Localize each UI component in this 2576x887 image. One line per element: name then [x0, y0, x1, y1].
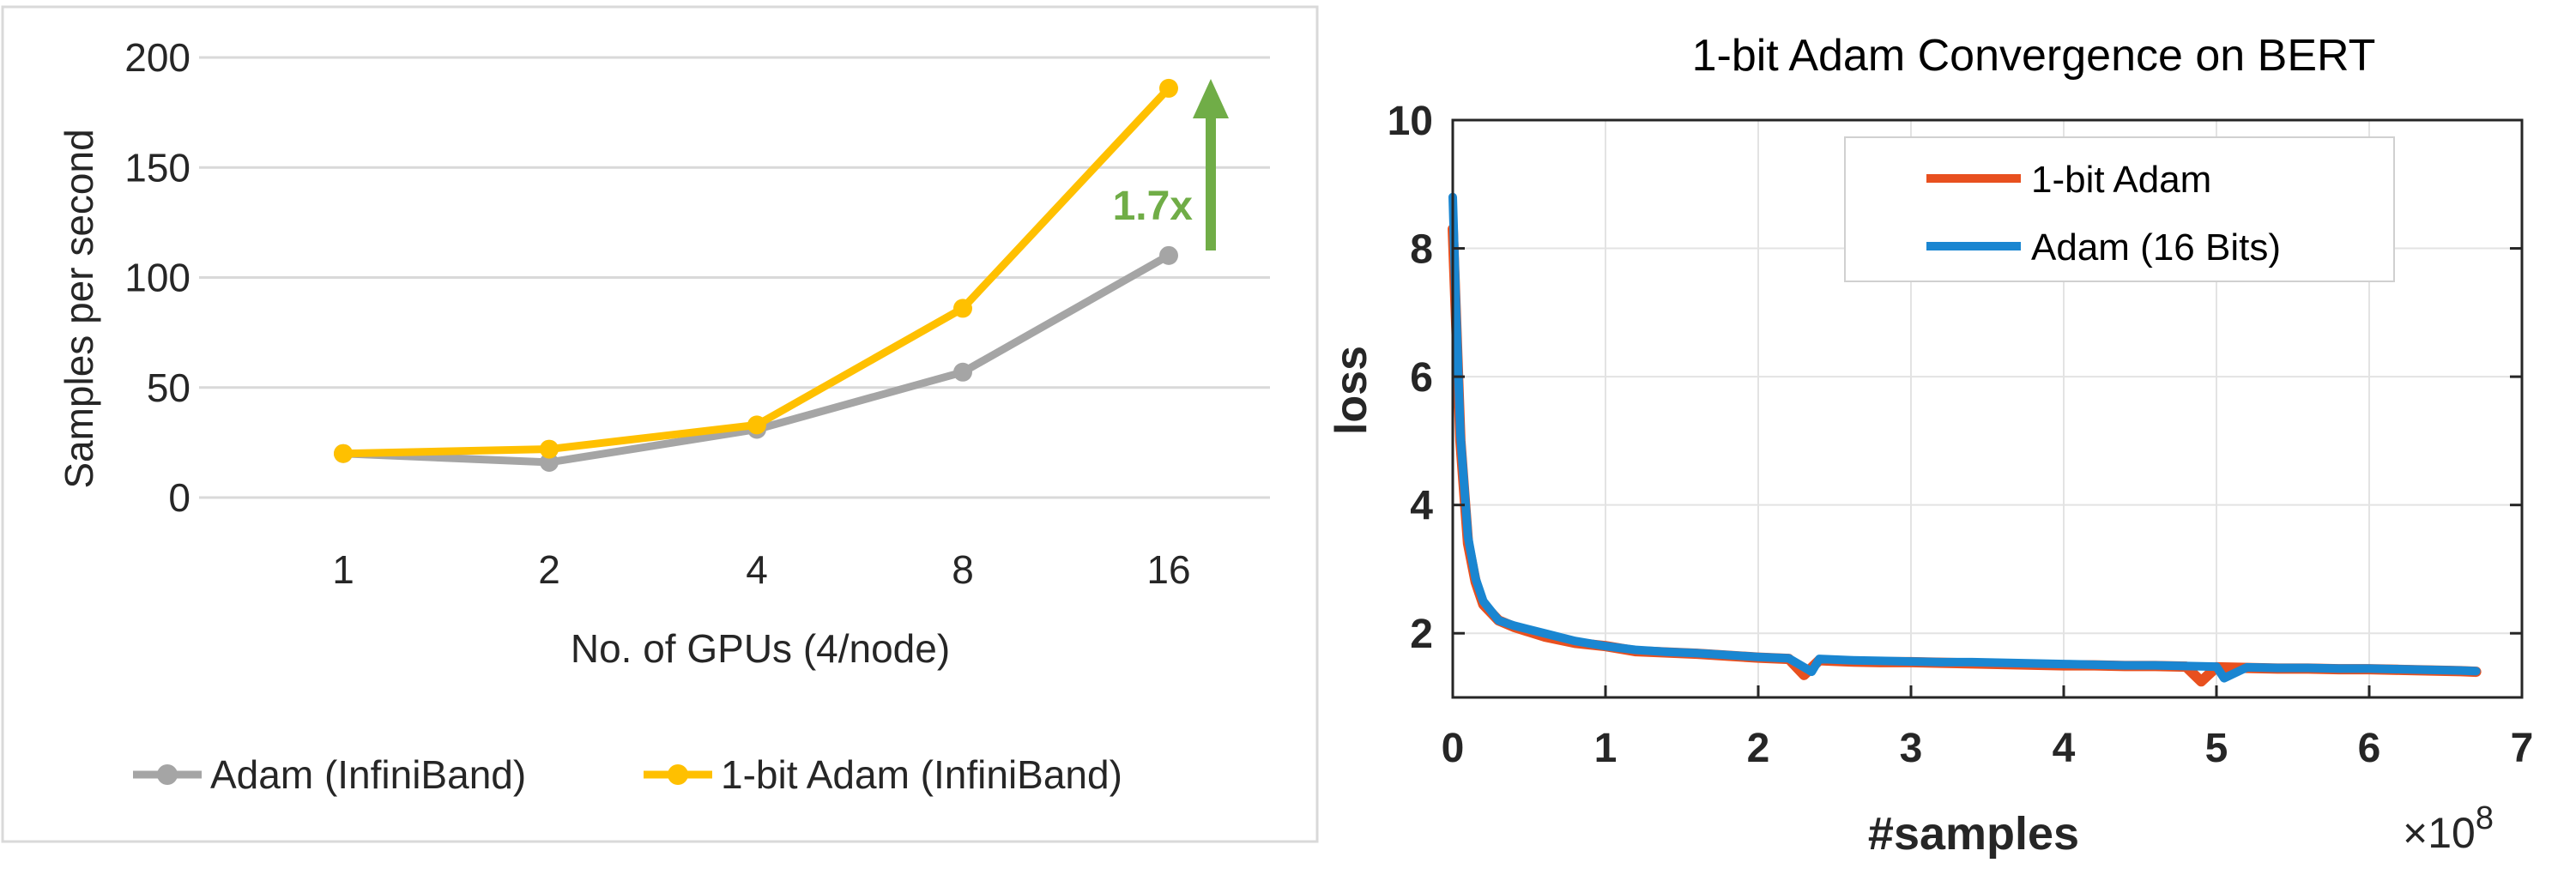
- x-tick-labels: 1 2 4 8 16: [332, 547, 1190, 592]
- data-point: [953, 362, 972, 382]
- y-tick-label: 2: [1410, 612, 1433, 657]
- x-tick-label: 1: [1594, 726, 1618, 771]
- data-point: [953, 299, 972, 318]
- series-lines: [334, 78, 1178, 472]
- plot-frame: [1451, 118, 2524, 699]
- legend-label-adam-16: Adam (16 Bits): [2031, 226, 2281, 269]
- y-axis-label: Samples per second: [57, 129, 101, 488]
- throughput-chart: 0 50 100 150 200 1 2 4 8 16 Samples per second N…: [1, 5, 1319, 843]
- legend-marker-1bit-adam: [668, 764, 688, 785]
- series-line-0: [1448, 224, 2482, 687]
- x-tick-label: 0: [1442, 726, 1465, 771]
- data-point: [747, 415, 766, 435]
- x-multiplier-exponent: 8: [2476, 800, 2494, 836]
- data-point: [1159, 78, 1178, 98]
- x-axis-multiplier: ×108: [2403, 800, 2494, 857]
- y-tick-label: 4: [1410, 484, 1433, 529]
- y-axis-label: loss: [1327, 346, 1376, 435]
- chart-title: 1-bit Adam Convergence on BERT: [1692, 31, 2376, 81]
- y-tick-label: 0: [168, 475, 190, 520]
- x-tick-label: 5: [2205, 726, 2228, 771]
- x-multiplier-base: ×10: [2403, 809, 2476, 857]
- speedup-annotation: 1.7x: [1113, 79, 1229, 250]
- x-tick-label: 4: [746, 547, 768, 592]
- y-tick-labels: 0 50 100 150 200: [124, 35, 190, 520]
- x-tick-label: 4: [2053, 726, 2076, 771]
- tick-marks: [1451, 118, 2524, 697]
- x-tick-label: 3: [1900, 726, 1923, 771]
- plot-area: [1453, 120, 2522, 697]
- x-tick-label: 2: [1747, 726, 1770, 771]
- x-axis-label: No. of GPUs (4/node): [571, 626, 950, 671]
- data-point: [334, 444, 353, 463]
- x-tick-label: 1: [332, 547, 354, 592]
- y-tick-label: 200: [124, 35, 190, 80]
- x-tick-label: 16: [1146, 547, 1190, 592]
- y-tick-labels: 2 4 6 8 10: [1388, 99, 1434, 657]
- x-tick-label: 7: [2511, 726, 2534, 771]
- x-tick-label: 8: [952, 547, 974, 592]
- y-tick-label: 50: [147, 365, 190, 410]
- legend-marker-adam: [157, 764, 178, 785]
- x-tick-label: 2: [538, 547, 560, 592]
- speedup-label: 1.7x: [1113, 184, 1194, 229]
- gridlines: [1452, 119, 2523, 697]
- legend-label-adam: Adam (InfiniBand): [210, 752, 526, 797]
- chart-border: [1, 5, 1319, 843]
- series-line-1: [1448, 192, 2481, 683]
- legend: 1-bit Adam Adam (16 Bits): [1844, 136, 2395, 282]
- legend-box: [1844, 136, 2395, 282]
- speedup-arrow-head: [1193, 79, 1229, 118]
- y-tick-label: 8: [1410, 227, 1433, 273]
- series-lines: [1448, 192, 2482, 687]
- x-tick-labels: 0 1 2 3 4 5 6 7: [1442, 726, 2534, 771]
- legend-item-adam: Adam (InfiniBand): [133, 752, 526, 797]
- data-point: [540, 439, 559, 459]
- legend: Adam (InfiniBand) 1-bit Adam (InfiniBand…: [133, 752, 1122, 797]
- data-point: [1159, 245, 1178, 265]
- y-tick-label: 6: [1410, 355, 1433, 401]
- legend-label-1bit-adam: 1-bit Adam: [2031, 159, 2211, 201]
- y-tick-label: 150: [124, 145, 190, 190]
- x-tick-label: 6: [2358, 726, 2381, 771]
- legend-label-1bit-adam: 1-bit Adam (InfiniBand): [721, 752, 1122, 797]
- x-axis-label: #samples: [1868, 808, 2079, 860]
- legend-item-1bit-adam: 1-bit Adam (InfiniBand): [644, 752, 1122, 797]
- y-tick-label: 100: [124, 256, 190, 300]
- y-tick-label: 10: [1388, 99, 1433, 144]
- data-point: [540, 452, 559, 472]
